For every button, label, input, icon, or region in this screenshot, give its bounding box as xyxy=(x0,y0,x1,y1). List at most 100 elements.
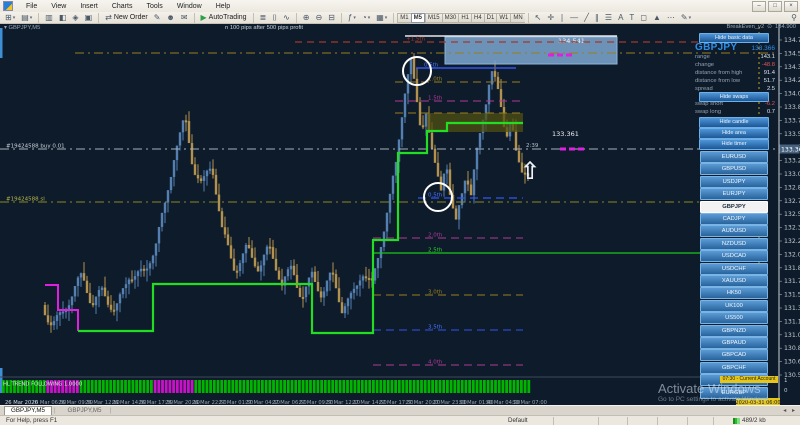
hide-timer-button[interactable]: Hide timer xyxy=(699,139,769,150)
timeframe-h4-button[interactable]: H4 xyxy=(470,12,484,23)
trendline-button[interactable]: ╱ xyxy=(582,13,591,23)
timeframe-m15-button[interactable]: M15 xyxy=(424,12,442,23)
metaeditor-button[interactable]: ✎ xyxy=(152,13,163,23)
shapes-button[interactable]: ◻ xyxy=(638,13,649,23)
templates-button[interactable]: ▦ ▾ xyxy=(374,13,389,23)
pair-button-gbpnzd[interactable]: GBPNZD xyxy=(700,324,768,337)
minimize-button[interactable]: – xyxy=(752,0,766,12)
timeframe-m5-button[interactable]: M5 xyxy=(410,12,425,23)
experts-button[interactable]: ☻ xyxy=(164,13,176,23)
timeframe-mn-button[interactable]: MN xyxy=(510,12,525,23)
fibonacci-button[interactable]: ☰ xyxy=(603,13,614,23)
menu-charts[interactable]: Charts xyxy=(111,2,133,10)
histogram-bar xyxy=(249,380,253,393)
timeframe-m30-button[interactable]: M30 xyxy=(441,12,459,23)
chart-tab-1[interactable]: GBPJPY,M5 xyxy=(67,406,102,414)
cursor-button[interactable]: ↖ xyxy=(533,13,544,23)
pair-button-eurjpy[interactable]: EURJPY xyxy=(700,188,768,201)
tile-windows-button[interactable]: ⊟ xyxy=(326,13,337,23)
new-order-button[interactable]: ⇄ New Order xyxy=(103,13,150,23)
candle-body xyxy=(262,254,266,266)
bars-chart-button[interactable]: ≣ xyxy=(258,13,269,23)
timeframe-w1-button[interactable]: W1 xyxy=(496,12,511,23)
timeframe-m1-button[interactable]: M1 xyxy=(397,12,411,23)
histogram-bar xyxy=(261,380,264,393)
pair-button-gbpaud[interactable]: GBPAUD xyxy=(700,337,768,349)
pair-button-xauusd[interactable]: XAUUSD xyxy=(700,275,768,287)
close-button[interactable]: × xyxy=(784,0,798,12)
candles-chart-button[interactable]: ⌷ xyxy=(270,13,279,23)
timeframe-d1-button[interactable]: D1 xyxy=(483,12,497,23)
histogram-bar xyxy=(501,380,505,393)
hide-swaps-button[interactable]: Hide swaps xyxy=(699,92,769,102)
menu-view[interactable]: View xyxy=(51,2,67,10)
label-button[interactable]: T xyxy=(627,13,636,23)
histogram-bar xyxy=(64,380,68,393)
pair-button-nzdusd[interactable]: NZDUSD xyxy=(700,237,768,250)
price-tick-label: 130.690 xyxy=(784,359,800,366)
candle-body xyxy=(304,286,308,298)
menu-tools[interactable]: Tools xyxy=(146,2,163,10)
indicators-button[interactable]: ƒ ▾ xyxy=(346,13,358,23)
autotrading-button[interactable]: ▶ AutoTrading xyxy=(199,13,249,23)
pair-button-usdchf[interactable]: USDCHF xyxy=(700,262,768,275)
pair-button-hk50[interactable]: HK50 xyxy=(700,287,768,300)
zoom-in-button[interactable]: ⊕ xyxy=(301,13,312,23)
pair-button-uk100[interactable]: UK100 xyxy=(700,299,768,312)
pair-button-gbpcad[interactable]: GBPCAD xyxy=(700,349,768,362)
new-chart-button[interactable]: ⊞ ▾ xyxy=(3,13,17,23)
chart-tab-0[interactable]: GBPJPY,M5 xyxy=(4,406,52,415)
pair-button-eurusd[interactable]: EURUSD xyxy=(700,151,768,163)
histogram-bar xyxy=(420,380,423,393)
profiles-button[interactable]: ▤ ▾ xyxy=(19,13,34,23)
menu-insert[interactable]: Insert xyxy=(80,2,98,10)
terminal-button[interactable]: ▣ xyxy=(83,13,95,23)
arrows-button[interactable]: ▲ xyxy=(651,13,663,23)
pair-button-eurgbp[interactable]: EURGBP xyxy=(700,386,768,399)
candle-body xyxy=(523,172,527,175)
vertical-line-button[interactable]: ∣ xyxy=(558,13,566,23)
candle-body xyxy=(205,170,209,177)
pair-button-us500[interactable]: US500 xyxy=(700,312,768,325)
menu-window[interactable]: Window xyxy=(176,2,202,10)
horizontal-line-button[interactable]: ― xyxy=(568,13,580,23)
data-window-button[interactable]: ◧ xyxy=(57,13,69,23)
menu-file[interactable]: File xyxy=(26,2,38,10)
panel-value: 2.5 xyxy=(766,86,775,92)
market-watch-button[interactable]: ▥ xyxy=(43,13,55,23)
chart-canvas[interactable]: 134.541 +1.5th 0.5th 1.0th 1.5th #19424588 bu… xyxy=(0,24,800,405)
zoom-out-button[interactable]: ⊖ xyxy=(313,13,324,23)
candle-body xyxy=(121,288,125,295)
histogram-bar xyxy=(431,380,434,393)
hide-area-button[interactable]: Hide area xyxy=(699,128,769,139)
histogram-bar xyxy=(349,380,353,393)
line-chart-button[interactable]: ∿ xyxy=(281,13,292,23)
hide-candle-button[interactable]: Hide candle xyxy=(699,117,769,128)
restore-button[interactable]: □ xyxy=(768,0,782,12)
periods-button[interactable]: ◔ ▾ xyxy=(360,13,372,23)
search-icon[interactable]: ⚲ xyxy=(789,13,799,23)
objects-list-button[interactable]: ⋯ xyxy=(665,13,677,23)
candle-body xyxy=(457,205,461,220)
tab-scroll-arrows[interactable]: ◂ ▸ xyxy=(783,408,797,414)
channel-button[interactable]: ∥ xyxy=(593,13,601,23)
pair-button-usdjpy[interactable]: USDJPY xyxy=(700,175,768,188)
pair-button-cadjpy[interactable]: CADJPY xyxy=(700,213,768,225)
pair-button-gbpjpy[interactable]: GBPJPY xyxy=(700,200,768,213)
pair-button-audusd[interactable]: AUDUSD xyxy=(700,225,768,238)
text-button[interactable]: A xyxy=(616,13,625,23)
pair-button-gbpusd[interactable]: GBPUSD xyxy=(700,163,768,176)
status-profile[interactable]: Default xyxy=(508,417,528,424)
navigator-button[interactable]: ◈ xyxy=(70,13,80,23)
hide-basic-data-button[interactable]: Hide basic data xyxy=(699,33,769,43)
pair-button-gbpchf[interactable]: GBPCHF xyxy=(700,361,768,374)
chat-button[interactable]: ✉ xyxy=(179,13,190,23)
histogram-bar xyxy=(138,380,142,393)
pair-button-usdcad[interactable]: USDCAD xyxy=(700,250,768,263)
status-help-text: For Help, press F1 xyxy=(6,417,58,424)
menu-help[interactable]: Help xyxy=(215,2,231,10)
draw-button[interactable]: ✎ ▾ xyxy=(679,13,693,23)
time-axis-label: 26 Mar 06:50 xyxy=(32,400,67,405)
crosshair-button[interactable]: ✛ xyxy=(545,13,556,23)
timeframe-h1-button[interactable]: H1 xyxy=(458,12,471,23)
